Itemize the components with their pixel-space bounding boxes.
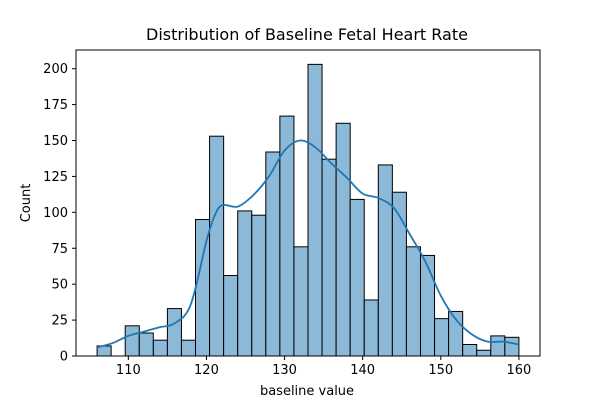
y-tick-label: 50 xyxy=(51,278,68,293)
histogram-bar xyxy=(293,246,309,357)
y-tick-label: 175 xyxy=(43,98,68,113)
histogram-bar xyxy=(307,63,323,357)
y-axis-ticks: 0 25 50 75 100 125 150 175 200 xyxy=(43,62,76,365)
y-tick-label: 200 xyxy=(43,62,68,77)
x-tick-label: 150 xyxy=(428,363,453,378)
x-tick-label: 120 xyxy=(194,363,219,378)
y-tick-label: 125 xyxy=(43,170,68,185)
axes-frame xyxy=(75,49,541,357)
histogram-bar xyxy=(377,164,393,357)
y-axis-label: Count xyxy=(19,184,34,223)
y-tick-label: 0 xyxy=(60,350,68,365)
histogram-bar xyxy=(349,198,365,357)
histogram-bar xyxy=(166,308,182,357)
x-axis-label: baseline value xyxy=(260,384,354,399)
histogram-bars xyxy=(96,63,520,357)
histogram-bar xyxy=(335,122,351,357)
y-tick-label: 25 xyxy=(51,314,68,329)
histogram-bar xyxy=(279,115,295,357)
histogram-bar xyxy=(504,336,520,357)
y-tick-label: 150 xyxy=(43,134,68,149)
histogram-bar xyxy=(124,325,140,357)
kde-curve xyxy=(96,139,520,349)
histogram-bar xyxy=(223,275,239,357)
histogram-bar xyxy=(363,299,379,357)
x-tick-label: 160 xyxy=(506,363,531,378)
y-tick-label: 100 xyxy=(43,206,68,221)
y-tick-label: 75 xyxy=(51,242,68,257)
histogram-bar xyxy=(434,318,450,357)
histogram-bar xyxy=(138,332,154,357)
x-tick-label: 140 xyxy=(350,363,375,378)
chart-title: Distribution of Baseline Fetal Heart Rat… xyxy=(146,25,468,44)
plot-frame xyxy=(75,49,541,357)
histogram-bar xyxy=(265,151,281,357)
histogram-bar xyxy=(462,344,478,357)
x-tick-label: 110 xyxy=(116,363,141,378)
histogram-bar xyxy=(251,214,267,357)
histogram-bar xyxy=(180,339,197,357)
x-tick-label: 130 xyxy=(272,363,297,378)
histogram-bar xyxy=(476,349,492,357)
histogram-bar xyxy=(209,135,225,357)
histogram-bar xyxy=(152,339,168,357)
histogram-bar xyxy=(321,158,337,357)
histogram-bar xyxy=(490,335,506,357)
histogram-bar xyxy=(405,246,421,357)
histogram-bar xyxy=(237,210,253,357)
x-axis-ticks: 110 120 130 140 150 160 xyxy=(116,356,531,378)
histogram-bar xyxy=(419,254,436,357)
